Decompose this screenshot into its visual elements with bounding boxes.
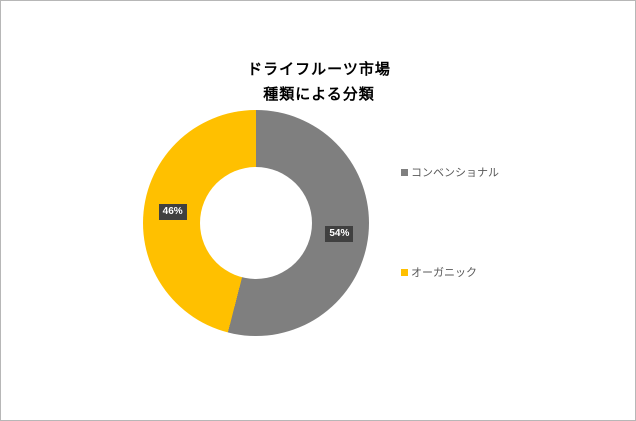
chart-title-line-2: 種類による分類 (263, 86, 375, 103)
donut-hole (200, 167, 312, 279)
legend-item-conventional[interactable]: コンベンショナル (401, 164, 499, 180)
donut-chart[interactable]: 54% 46% (143, 110, 369, 336)
legend-swatch-organic (401, 268, 408, 276)
slice-label-organic: 46% (158, 204, 187, 221)
legend-swatch-conventional (401, 168, 408, 176)
legend-label-conventional: コンベンショナル (411, 167, 499, 179)
slice-label-conventional: 54% (325, 225, 354, 242)
chart-title-line-1: ドライフルーツ市場 (247, 61, 391, 78)
legend-label-organic: オーガニック (411, 267, 477, 279)
chart-title: ドライフルーツ市場 種類による分類 (1, 57, 635, 107)
legend-item-organic[interactable]: オーガニック (401, 264, 477, 280)
